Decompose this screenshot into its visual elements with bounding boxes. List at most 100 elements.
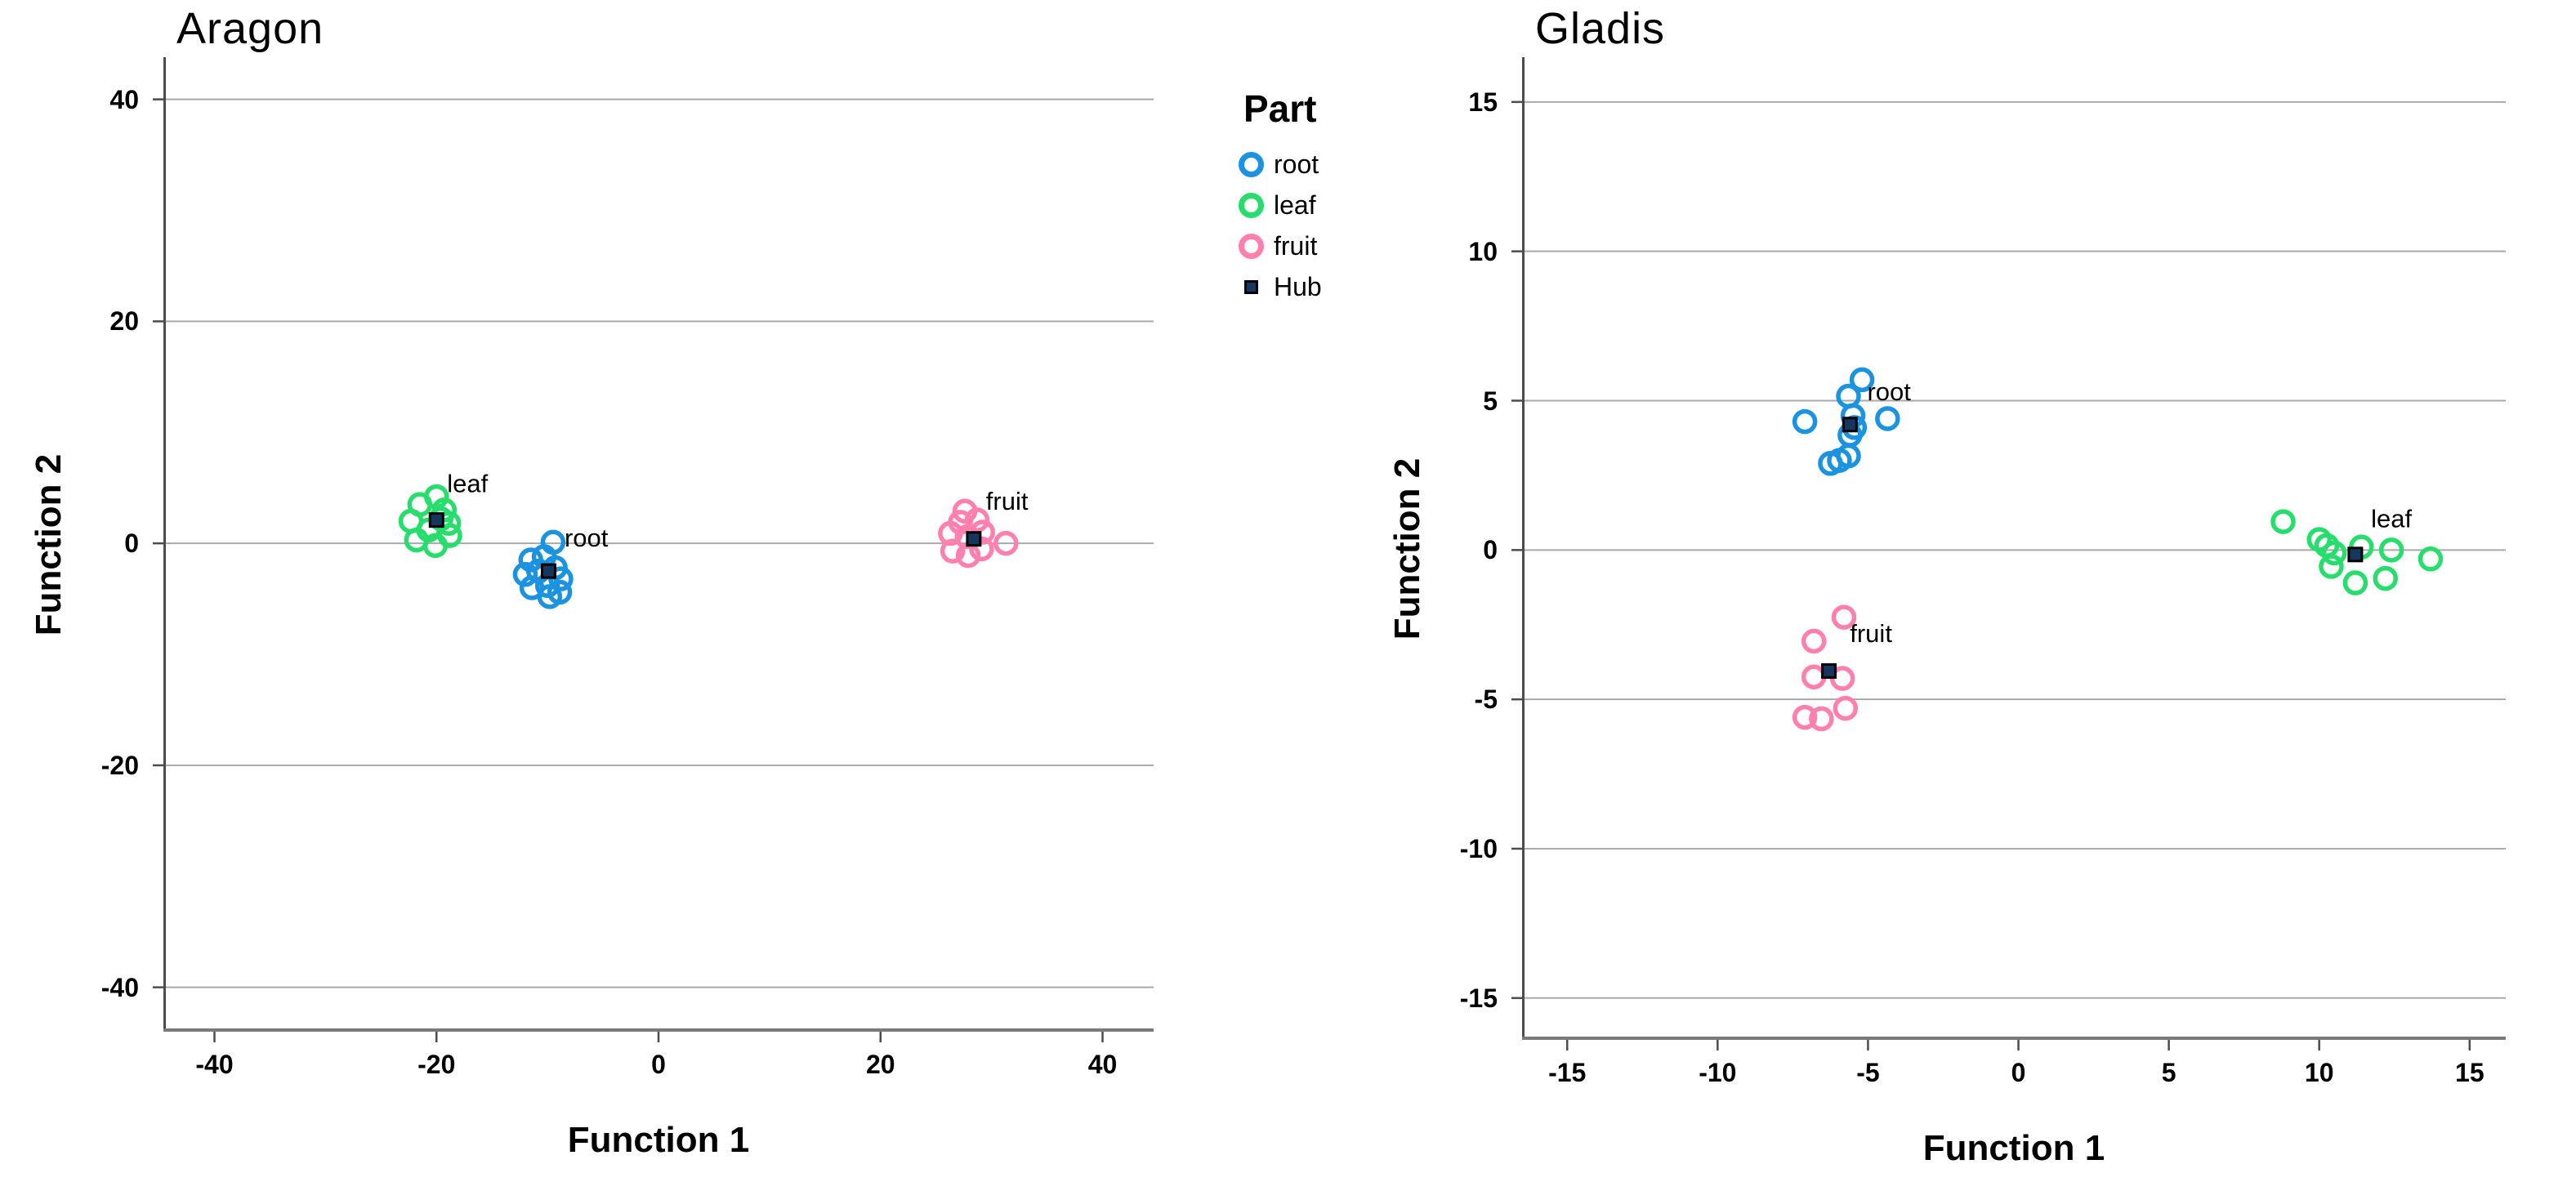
x-tick-label-40: 40	[1087, 1050, 1118, 1079]
point-leaf	[2314, 533, 2340, 559]
point-fruit	[964, 507, 990, 533]
y-tick-label--20: -20	[100, 750, 139, 780]
point-leaf	[2319, 554, 2344, 579]
cluster-label-root: root	[1867, 377, 1911, 406]
y-tick-label-10: 10	[1468, 236, 1498, 266]
legend-title: Part	[1243, 87, 1317, 130]
point-root	[1792, 408, 1818, 435]
point-leaf	[2342, 570, 2368, 595]
x-axis-title: Function 1	[567, 1120, 750, 1160]
y-tick-label--15: -15	[1459, 983, 1498, 1013]
point-root	[531, 544, 557, 569]
legend-item-label: root	[1274, 149, 1319, 179]
leaf-ring-icon	[1239, 192, 1264, 218]
x-tick-label-15: 15	[2455, 1058, 2484, 1087]
legend-item-fruit: fruit	[1239, 225, 1322, 266]
plot-area: root leaf fruit	[1511, 57, 2506, 1050]
point-fruit	[1833, 695, 1859, 721]
point-root	[1818, 451, 1843, 476]
x-tick-label--20: -20	[417, 1050, 456, 1079]
point-root	[1840, 403, 1866, 429]
hub-marker-root	[540, 563, 556, 579]
y-tick-label-20: 20	[109, 306, 139, 337]
point-fruit	[1831, 604, 1857, 630]
point-root	[1875, 406, 1900, 431]
point-root	[1836, 443, 1861, 469]
point-leaf	[407, 492, 433, 517]
point-leaf	[422, 533, 449, 559]
x-tick-label--5: -5	[1856, 1058, 1880, 1087]
point-fruit	[954, 524, 980, 550]
point-leaf	[398, 508, 424, 534]
fruit-ring-icon	[1239, 233, 1264, 259]
x-tick-label-0: 0	[651, 1050, 666, 1079]
legend-item-root: root	[1239, 144, 1322, 185]
point-root	[540, 529, 566, 555]
point-root	[542, 555, 568, 581]
point-leaf	[416, 517, 441, 543]
point-leaf	[428, 506, 453, 532]
point-fruit	[970, 520, 996, 545]
chart-title-aragon: Aragon	[176, 4, 324, 53]
hub-marker-leaf	[428, 512, 444, 529]
point-leaf	[404, 527, 430, 553]
legend: Part root leaf fruit Hub	[1239, 87, 1322, 307]
point-root	[1842, 415, 1868, 440]
point-root	[534, 573, 560, 599]
root-ring-icon	[1239, 151, 1264, 177]
point-fruit	[1801, 664, 1827, 689]
point-fruit	[1801, 628, 1827, 654]
hub-marker-fruit	[966, 531, 982, 547]
point-fruit	[969, 536, 994, 562]
point-leaf	[2373, 565, 2398, 591]
y-tick-label-5: 5	[1483, 386, 1498, 416]
y-axis-title: Function 2	[1387, 457, 1427, 640]
point-leaf	[2418, 546, 2444, 572]
legend-item-label: leaf	[1274, 190, 1316, 220]
y-tick-label--10: -10	[1459, 833, 1498, 863]
hub-marker-root	[1842, 417, 1858, 433]
x-tick-label--10: -10	[1699, 1058, 1737, 1087]
point-root	[1837, 422, 1863, 448]
cluster-label-fruit: fruit	[1850, 619, 1892, 648]
point-root	[518, 547, 543, 573]
point-leaf	[2378, 537, 2404, 563]
point-leaf	[2321, 540, 2347, 566]
point-leaf	[435, 511, 462, 536]
point-root	[1849, 367, 1875, 393]
point-root	[548, 566, 574, 591]
hub-marker-leaf	[2347, 546, 2364, 563]
point-fruit	[952, 498, 978, 524]
point-fruit	[940, 538, 966, 564]
x-tick-label--15: -15	[1548, 1058, 1587, 1087]
plot-area: leaf root fruit	[153, 57, 1154, 1042]
point-fruit	[948, 510, 973, 535]
point-fruit	[1809, 706, 1834, 732]
cluster-label-leaf: leaf	[2371, 504, 2412, 533]
hub-marker-fruit	[1821, 662, 1837, 679]
point-root	[1836, 383, 1861, 409]
point-leaf	[2349, 534, 2374, 560]
x-axis-title: Function 1	[1922, 1128, 2105, 1168]
point-leaf	[424, 484, 449, 510]
point-leaf	[431, 497, 458, 523]
point-root	[547, 579, 573, 605]
legend-item-hub: Hub	[1239, 266, 1322, 307]
point-fruit	[955, 542, 981, 569]
point-fruit	[1829, 666, 1855, 691]
chart-title-gladis: Gladis	[1535, 4, 1666, 53]
cluster-label-root: root	[565, 524, 609, 552]
x-tick-label-0: 0	[2011, 1058, 2026, 1087]
y-tick-label-40: 40	[109, 84, 139, 114]
point-root	[537, 584, 563, 609]
y-tick-label-0: 0	[124, 529, 139, 559]
point-fruit	[993, 530, 1019, 556]
y-tick-label--5: -5	[1474, 685, 1498, 715]
y-axis-title: Function 2	[29, 453, 69, 636]
y-tick-label-0: 0	[1483, 535, 1498, 565]
hub-square-icon	[1244, 279, 1258, 294]
x-tick-label-10: 10	[2304, 1058, 2334, 1087]
cluster-label-fruit: fruit	[986, 487, 1029, 515]
x-tick-label-20: 20	[865, 1050, 895, 1079]
